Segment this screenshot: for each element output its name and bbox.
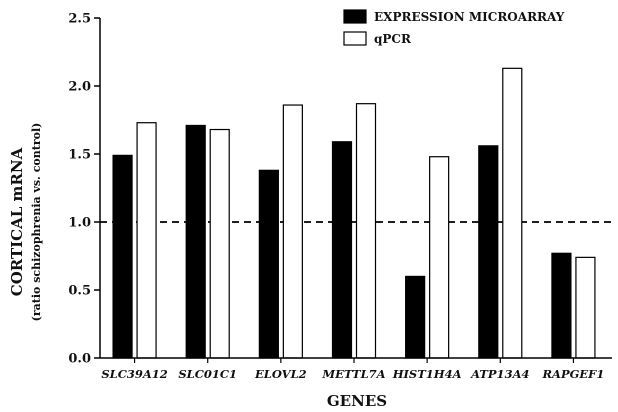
- bar-microarray: [331, 141, 353, 359]
- y-tick-label: 1.5: [68, 148, 91, 163]
- bar-microarray: [258, 169, 279, 359]
- y-axis-subtitle: (ratio schizophrenia vs. control): [30, 123, 43, 322]
- x-tick-label: RAPGEF1: [541, 367, 604, 381]
- bar-microarray: [478, 145, 499, 359]
- legend-label: EXPRESSION MICROARRAY: [374, 10, 565, 24]
- x-tick-label: SLC39A12: [101, 367, 167, 381]
- bar-microarray: [185, 124, 206, 359]
- bar-qpcr: [575, 256, 596, 359]
- bar-qpcr: [502, 67, 523, 359]
- x-tick-label: METTL7A: [321, 367, 385, 381]
- y-axis-title: CORTICAL mRNA: [8, 147, 26, 296]
- y-tick-label: 1.0: [68, 216, 91, 231]
- bar-qpcr: [282, 104, 303, 359]
- bars: [112, 67, 596, 359]
- x-tick-label: HIST1H4A: [392, 367, 462, 381]
- bar-microarray: [551, 252, 572, 359]
- x-tick-label: SLC01C1: [178, 367, 237, 381]
- bar-microarray: [112, 154, 133, 359]
- y-tick-label: 0.5: [68, 284, 91, 299]
- y-tick-label: 2.5: [68, 12, 91, 27]
- y-axis: 0.0 0.5 1.0 1.5 2.0 2.5: [68, 12, 101, 367]
- bar-qpcr: [355, 103, 377, 359]
- bar-qpcr: [209, 128, 230, 359]
- x-axis-title: GENES: [327, 392, 387, 410]
- y-tick-label: 2.0: [68, 80, 91, 95]
- legend-swatch: [343, 31, 367, 46]
- x-axis: SLC39A12 SLC01C1 ELOVL2 METTL7A HIST1H4A ATP1…: [100, 357, 612, 381]
- bar-qpcr: [136, 122, 157, 359]
- x-tick-label: ATP13A4: [470, 367, 529, 381]
- bar-qpcr: [429, 156, 450, 359]
- bar-microarray: [405, 275, 426, 359]
- x-tick-label: ELOVL2: [254, 367, 307, 381]
- legend: EXPRESSION MICROARRAY qPCR: [343, 9, 565, 46]
- y-tick-label: 0.0: [68, 352, 91, 367]
- legend-label: qPCR: [374, 32, 412, 46]
- legend-swatch: [343, 9, 367, 24]
